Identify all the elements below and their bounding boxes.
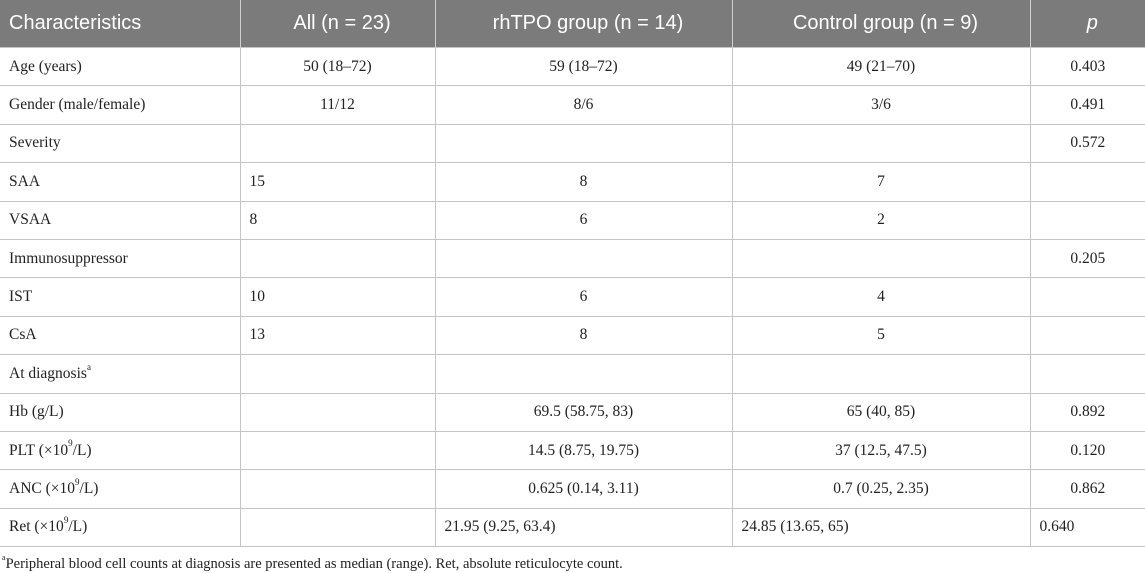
- cell-control: 49 (21–70): [731, 46, 1031, 87]
- cell-control: [731, 238, 1031, 279]
- cell-rhtpo: 8/6: [434, 85, 733, 125]
- label-superscript: 9: [75, 476, 80, 487]
- cell-control: [731, 123, 1031, 164]
- cell-p: 0.862: [1029, 469, 1145, 509]
- cell-rhtpo: 6: [434, 200, 733, 240]
- cell-all: 11/12: [239, 85, 436, 125]
- cell-rhtpo: [434, 238, 733, 279]
- cell-control: 24.85 (13.65, 65): [731, 507, 1031, 548]
- table-row: Hb (g/L) 69.5 (58.75, 83) 65 (40, 85) 0.…: [0, 392, 1145, 432]
- cell-rhtpo: 6: [434, 277, 733, 317]
- cell-rhtpo: [434, 354, 733, 394]
- header-control-group: Control group (n = 9): [732, 0, 1031, 48]
- characteristics-table: Characteristics All (n = 23) rhTPO group…: [0, 0, 1145, 548]
- table-row: Severity 0.572: [0, 123, 1145, 164]
- cell-rhtpo: 14.5 (8.75, 19.75): [434, 430, 733, 471]
- label-superscript: 9: [68, 438, 73, 449]
- cell-p: 0.640: [1029, 507, 1145, 548]
- table-row: Age (years) 50 (18–72) 59 (18–72) 49 (21…: [0, 46, 1145, 87]
- row-label-pre: PLT (×10: [9, 441, 69, 459]
- row-label: Severity: [0, 123, 241, 164]
- header-characteristics: Characteristics: [0, 0, 241, 48]
- table-footnote: aPeripheral blood cell counts at diagnos…: [2, 553, 623, 573]
- cell-rhtpo: 0.625 (0.14, 3.11): [434, 469, 733, 509]
- row-label: SAA: [0, 162, 241, 202]
- cell-p: [1029, 315, 1145, 356]
- cell-all: [239, 507, 436, 548]
- cell-p: 0.120: [1029, 430, 1145, 471]
- cell-all: [239, 238, 436, 279]
- cell-rhtpo: 59 (18–72): [434, 46, 733, 87]
- label-superscript: 9: [63, 515, 69, 526]
- header-all: All (n = 23): [240, 0, 436, 48]
- row-label: At diagnosisa: [0, 354, 241, 394]
- table-row: Ret (×109/L) 21.95 (9.25, 63.4) 24.85 (1…: [0, 507, 1145, 548]
- cell-control: 4: [731, 277, 1031, 317]
- cell-control: 37 (12.5, 47.5): [731, 430, 1031, 471]
- table-header-row: Characteristics All (n = 23) rhTPO group…: [0, 0, 1145, 48]
- cell-rhtpo: 21.95 (9.25, 63.4): [434, 507, 733, 548]
- cell-all: 50 (18–72): [239, 46, 436, 87]
- cell-all: [239, 430, 436, 471]
- cell-p: 0.403: [1029, 46, 1145, 87]
- row-label-pre: Ret (×10: [9, 518, 64, 536]
- row-label-pre: ANC (×10: [9, 479, 76, 497]
- cell-p: [1029, 200, 1145, 240]
- cell-all: 13: [239, 315, 436, 356]
- cell-all: [239, 469, 436, 509]
- row-label: CsA: [0, 315, 241, 356]
- header-rhtpo-group: rhTPO group (n = 14): [435, 0, 733, 48]
- cell-control: 5: [731, 315, 1031, 356]
- cell-control: 2: [731, 200, 1031, 240]
- row-label: Hb (g/L): [0, 392, 241, 432]
- footnote-marker: a: [2, 553, 6, 563]
- table-row: CsA 13 8 5: [0, 315, 1145, 356]
- cell-control: 7: [731, 162, 1031, 202]
- table-row: VSAA 8 6 2: [0, 200, 1145, 240]
- cell-control: [731, 354, 1031, 394]
- cell-control: 3/6: [731, 85, 1031, 125]
- cell-p: 0.491: [1029, 85, 1145, 125]
- footnote-text: Peripheral blood cell counts at diagnosi…: [5, 556, 623, 572]
- row-label: Gender (male/female): [0, 85, 241, 125]
- row-label: VSAA: [0, 200, 241, 240]
- cell-p: 0.572: [1029, 123, 1145, 164]
- cell-rhtpo: [434, 123, 733, 164]
- row-label: PLT (×109/L): [0, 430, 241, 471]
- cell-p: [1029, 354, 1145, 394]
- cell-all: 8: [239, 200, 436, 240]
- cell-p: 0.892: [1029, 392, 1145, 432]
- footnote-marker: a: [86, 361, 91, 372]
- cell-all: [239, 123, 436, 164]
- cell-control: 0.7 (0.25, 2.35): [731, 469, 1031, 509]
- table-row: IST 10 6 4: [0, 277, 1145, 317]
- table-row: ANC (×109/L) 0.625 (0.14, 3.11) 0.7 (0.2…: [0, 469, 1145, 509]
- cell-all: 15: [239, 162, 436, 202]
- table-row: Gender (male/female) 11/12 8/6 3/6 0.491: [0, 85, 1145, 125]
- table-row: PLT (×109/L) 14.5 (8.75, 19.75) 37 (12.5…: [0, 430, 1145, 471]
- cell-p: [1029, 277, 1145, 317]
- cell-all: [239, 354, 436, 394]
- cell-rhtpo: 8: [434, 315, 733, 356]
- row-label-post: /L): [68, 518, 88, 536]
- cell-rhtpo: 8: [434, 162, 733, 202]
- table-row: At diagnosisa: [0, 354, 1145, 394]
- row-label-post: /L): [79, 479, 99, 497]
- table-row: Immunosuppressor 0.205: [0, 238, 1145, 279]
- row-label: Immunosuppressor: [0, 238, 241, 279]
- row-label: IST: [0, 277, 241, 317]
- row-label: Ret (×109/L): [0, 507, 241, 548]
- cell-rhtpo: 69.5 (58.75, 83): [434, 392, 733, 432]
- cell-all: [239, 392, 436, 432]
- cell-all: 10: [239, 277, 436, 317]
- row-label-post: /L): [72, 441, 92, 459]
- row-label: ANC (×109/L): [0, 469, 241, 509]
- cell-p: 0.205: [1029, 238, 1145, 279]
- table-row: SAA 15 8 7: [0, 162, 1145, 202]
- row-label: Age (years): [0, 46, 241, 87]
- cell-control: 65 (40, 85): [731, 392, 1031, 432]
- header-p-value: p: [1030, 0, 1145, 48]
- row-label-text: At diagnosis: [9, 364, 87, 382]
- cell-p: [1029, 162, 1145, 202]
